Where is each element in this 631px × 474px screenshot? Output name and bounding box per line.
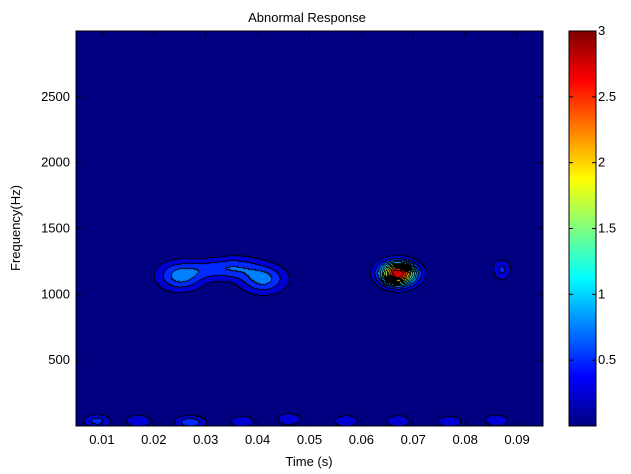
colorbar-tick-label: 1.5 [598,221,616,236]
x-tick-label: 0.08 [453,432,478,447]
y-tick-label: 1500 [41,221,70,236]
x-tick-label: 0.09 [504,432,529,447]
y-axis-label: Frequency(Hz) [8,185,23,271]
x-tick-label: 0.02 [141,432,166,447]
colorbar-tick-label: 2 [598,155,605,170]
x-tick-label: 0.01 [89,432,114,447]
x-tick-label: 0.03 [193,432,218,447]
x-tick-label: 0.07 [401,432,426,447]
y-tick-label: 500 [48,352,70,367]
y-tick-label: 2000 [41,155,70,170]
colorbar-ticks: 0.5 1 1.5 2 2.5 3 [569,23,616,367]
heatmap-image [76,31,543,426]
colorbar-tick-label: 1 [598,286,605,301]
y-tick-label: 2500 [41,89,70,104]
x-axis-label: Time (s) [285,454,332,469]
colorbar-tick-label: 0.5 [598,352,616,367]
colorbar-gradient [569,31,596,426]
chart-title: Abnormal Response [248,10,366,25]
x-tick-label: 0.05 [297,432,322,447]
x-axis: 0.01 0.02 0.03 0.04 0.05 0.06 0.07 0.08 0.09 [89,31,530,447]
colorbar: 0.5 1 1.5 2 2.5 3 [568,23,616,427]
y-axis: 500 1000 1500 2000 2500 [41,89,543,367]
y-tick-label: 1000 [41,286,70,301]
x-tick-label: 0.06 [349,432,374,447]
heatmap-plot-area [75,30,544,427]
colorbar-tick-label: 2.5 [598,89,616,104]
colorbar-tick-label: 3 [598,23,605,38]
x-tick-label: 0.04 [245,432,270,447]
